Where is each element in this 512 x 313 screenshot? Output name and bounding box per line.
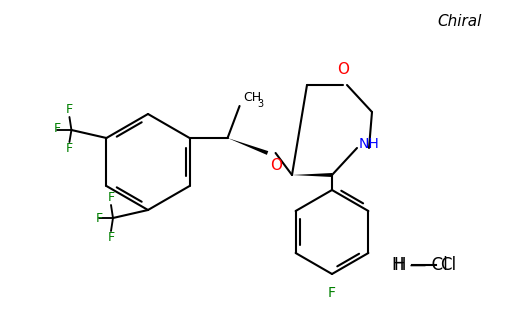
Text: CH: CH	[244, 91, 262, 104]
Text: F: F	[108, 231, 115, 244]
Text: F: F	[54, 122, 61, 136]
Text: H — Cl: H — Cl	[392, 256, 448, 274]
Text: O: O	[270, 158, 283, 173]
Text: F: F	[95, 212, 102, 224]
Text: F: F	[328, 286, 336, 300]
Text: 3: 3	[258, 99, 264, 109]
Text: Chiral: Chiral	[438, 14, 482, 29]
Text: O: O	[337, 62, 349, 77]
Polygon shape	[292, 173, 332, 177]
Text: F: F	[66, 103, 73, 116]
Text: NH: NH	[359, 137, 380, 151]
Text: H: H	[394, 256, 406, 274]
Text: F: F	[66, 142, 73, 155]
Text: F: F	[108, 191, 115, 204]
Polygon shape	[227, 138, 268, 155]
Text: Cl: Cl	[440, 256, 456, 274]
